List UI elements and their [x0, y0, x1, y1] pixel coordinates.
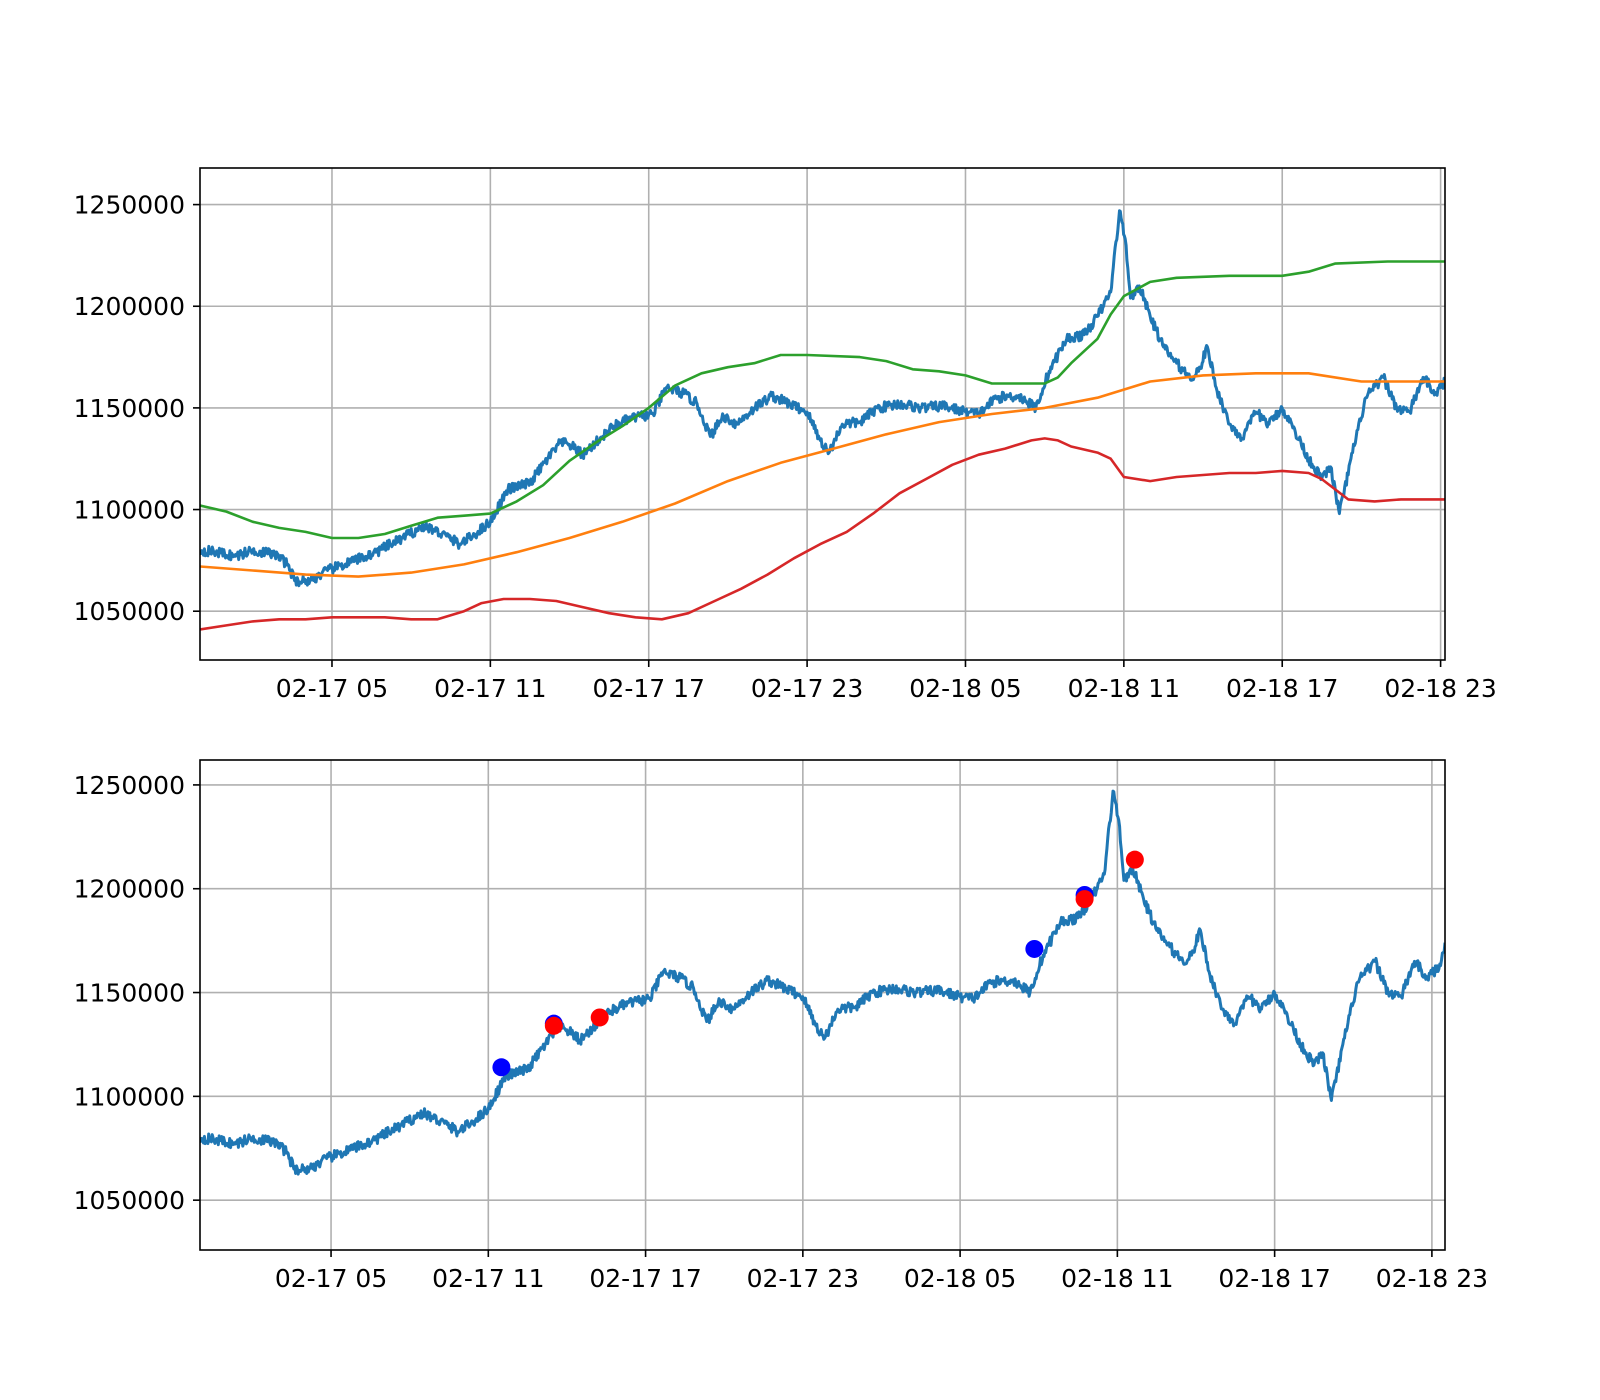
top-x-ticks: 02-17 05 02-17 11 02-17 17 02-17 23 02-18 05… [276, 660, 1497, 703]
top-x-tick-label: 02-17 17 [593, 674, 705, 703]
top-y-tick-label: 1250000 [74, 191, 185, 220]
bottom-y-tick-label: 1250000 [74, 771, 185, 800]
bottom-y-ticks: 1050000 1100000 1150000 1200000 1250000 [74, 771, 200, 1215]
top-y-tick-label: 1200000 [74, 292, 185, 321]
bottom-sell-marker [1125, 850, 1144, 869]
bottom-sell-marker [1075, 890, 1094, 909]
bottom-x-tick-label: 02-17 23 [747, 1264, 859, 1293]
top-y-tick-label: 1100000 [74, 496, 185, 525]
bottom-sell-marker [544, 1016, 563, 1035]
bottom-x-tick-label: 02-17 11 [432, 1264, 544, 1293]
bottom-x-tick-label: 02-18 17 [1218, 1264, 1330, 1293]
bottom-x-tick-label: 02-17 05 [275, 1264, 387, 1293]
top-price-chart: 1050000 1100000 1150000 1200000 1250000 02-1… [74, 167, 1497, 703]
bottom-x-tick-label: 02-17 17 [589, 1264, 701, 1293]
bottom-x-tick-label: 02-18 23 [1376, 1264, 1488, 1293]
top-x-tick-label: 02-17 11 [434, 674, 546, 703]
top-y-tick-label: 1150000 [74, 394, 185, 423]
top-plot-frame [199, 167, 1446, 661]
bottom-x-ticks: 02-17 05 02-17 11 02-17 17 02-17 23 02-18 05… [275, 1250, 1488, 1293]
top-series [200, 209, 1445, 631]
bottom-buy-marker [492, 1058, 511, 1077]
top-y-tick-label: 1050000 [74, 597, 185, 626]
top-x-tick-label: 02-18 05 [909, 674, 1021, 703]
top-y-ticks: 1050000 1100000 1150000 1200000 1250000 [74, 191, 200, 626]
bottom-x-tick-label: 02-18 11 [1061, 1264, 1173, 1293]
bottom-series [200, 789, 1445, 1176]
bottom-price-chart: 1050000 1100000 1150000 1200000 1250000 02-1… [74, 759, 1488, 1293]
top-x-tick-label: 02-17 23 [751, 674, 863, 703]
top-lower-band-line [200, 437, 1445, 631]
top-grid [200, 168, 1445, 660]
bottom-y-tick-label: 1200000 [74, 875, 185, 904]
top-x-tick-label: 02-18 11 [1068, 674, 1180, 703]
bottom-y-tick-label: 1050000 [74, 1186, 185, 1215]
top-ma-mid-line [200, 372, 1445, 578]
bottom-price-line [200, 789, 1445, 1176]
bottom-sell-marker [590, 1008, 609, 1027]
bottom-markers [492, 850, 1144, 1077]
bottom-x-tick-label: 02-18 05 [904, 1264, 1016, 1293]
bottom-plot-frame [199, 759, 1446, 1251]
top-upper-band-line [200, 260, 1445, 540]
top-price-line [200, 209, 1445, 588]
top-x-tick-label: 02-17 05 [276, 674, 388, 703]
bottom-y-tick-label: 1100000 [74, 1082, 185, 1111]
top-x-tick-label: 02-18 17 [1226, 674, 1338, 703]
bottom-y-tick-label: 1150000 [74, 979, 185, 1008]
top-x-tick-label: 02-18 23 [1384, 674, 1496, 703]
bottom-grid [200, 760, 1445, 1250]
bottom-buy-marker [1025, 939, 1044, 958]
